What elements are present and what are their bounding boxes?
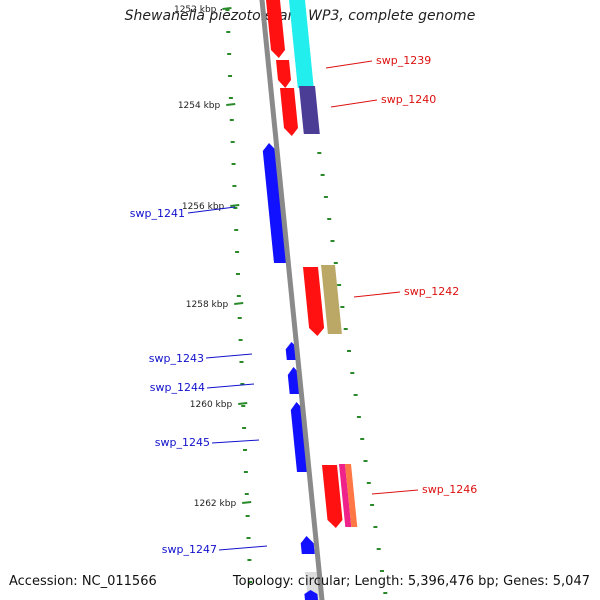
gene-label: swp_1246 — [422, 483, 477, 496]
scale-tick — [230, 204, 240, 207]
feature-track — [262, 0, 358, 600]
scale-tick — [226, 103, 236, 106]
reverse-gene-arrow — [304, 590, 318, 600]
scale-tick-label: 1260 kbp — [190, 400, 233, 410]
gene-label-leader — [371, 489, 419, 495]
scale-tick — [242, 501, 252, 504]
forward-gene-arrow — [266, 0, 285, 58]
reverse-gene-arrow — [262, 143, 288, 263]
forward-gene-arrow — [322, 465, 343, 528]
gene-label: swp_1240 — [381, 93, 436, 106]
scale-tick — [234, 302, 244, 305]
scale-tick — [222, 7, 232, 10]
gene-label-leader — [330, 99, 378, 108]
gene-label-leader — [206, 383, 255, 389]
backbone — [259, 0, 325, 600]
gene-label: swp_1241 — [130, 207, 185, 220]
gene-label: swp_1243 — [149, 352, 204, 365]
scale-tick-label: 1252 kbp — [174, 5, 217, 15]
scale-tick-label: 1254 kbp — [178, 101, 221, 111]
gene-label: swp_1242 — [404, 285, 459, 298]
cds-band — [289, 0, 314, 88]
forward-gene-arrow — [280, 88, 298, 136]
genome-summary: Topology: circular; Length: 5,396,476 bp… — [232, 574, 590, 589]
gene-label-leader — [211, 439, 260, 444]
scale-tick-label: 1256 kbp — [182, 202, 225, 212]
gene-label-leader — [325, 60, 373, 69]
cds-band — [321, 265, 342, 334]
gene-label: swp_1247 — [162, 543, 217, 556]
reverse-gene-arrow — [300, 536, 315, 554]
gene-label-leader — [353, 291, 401, 298]
scale-tick-label: 1262 kbp — [194, 499, 237, 509]
forward-gene-arrow — [276, 60, 291, 88]
gene-label: swp_1239 — [376, 54, 431, 67]
forward-gene-arrow — [303, 267, 325, 336]
backbone-line — [259, 0, 325, 600]
scale-tick — [238, 402, 248, 405]
cds-band — [299, 86, 320, 134]
gene-labels: 1252 kbp 1254 kbp 1256 kbp 1258 kbp 1260 kbp… — [130, 5, 477, 556]
gene-label-leader — [187, 206, 236, 214]
gene-label-leader — [205, 353, 253, 359]
cds-band — [345, 464, 358, 527]
gene-label-leader — [218, 545, 268, 551]
gene-label: swp_1244 — [150, 381, 205, 394]
cds-band — [339, 464, 352, 527]
accession-text: Accession: NC_011566 — [9, 574, 157, 589]
scale-tick-label: 1258 kbp — [186, 300, 229, 310]
gene-label: swp_1245 — [155, 436, 210, 449]
